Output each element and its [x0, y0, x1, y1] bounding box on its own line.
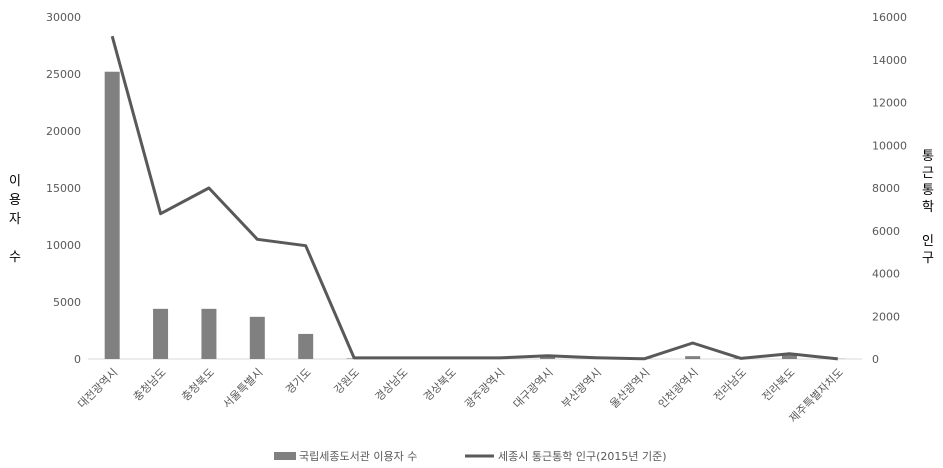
left-tick-label: 30000 — [46, 11, 81, 24]
right-tick-label: 2000 — [872, 310, 900, 323]
left-tick-label: 25000 — [46, 68, 81, 81]
bar — [298, 333, 314, 359]
category-label: 서울특별시 — [220, 366, 265, 411]
bar-series — [104, 71, 846, 359]
left-tick-label: 10000 — [46, 239, 81, 252]
left-tick-label: 0 — [74, 353, 81, 366]
bar — [249, 316, 265, 359]
bar — [201, 308, 217, 359]
category-label: 인천광역시 — [655, 365, 701, 411]
category-label: 경상남도 — [373, 366, 411, 404]
right-axis-ticks: 0 2000 4000 6000 8000 10000 12000 14000 16000 — [872, 11, 907, 366]
category-label: 충청북도 — [179, 366, 217, 404]
left-tick-label: 15000 — [46, 182, 81, 195]
category-label: 부산광역시 — [559, 366, 604, 411]
legend-bar-label: 국립세종도서관 이용자 수 — [299, 450, 417, 463]
left-axis-ticks: 0 5000 10000 15000 20000 25000 30000 — [46, 11, 81, 366]
category-label: 충청남도 — [131, 366, 169, 404]
category-label: 대전광역시 — [75, 366, 120, 411]
bar — [104, 71, 120, 359]
bar — [781, 354, 797, 359]
category-label: 전라남도 — [711, 366, 749, 404]
right-tick-label: 6000 — [872, 225, 900, 238]
left-tick-label: 5000 — [53, 296, 81, 309]
bar — [685, 356, 701, 359]
category-labels: 대전광역시 충청남도 충청북도 서울특별시 경기도 강원도 경상남도 경상북도 광주광역시 대구광… — [75, 365, 846, 425]
right-tick-label: 12000 — [872, 97, 907, 110]
right-tick-label: 4000 — [872, 268, 900, 281]
category-label: 광주광역시 — [462, 366, 507, 411]
legend: 국립세종도서관 이용자 수 세종시 통근통학 인구(2015년 기준) — [274, 450, 667, 463]
legend-bar-swatch — [274, 452, 296, 460]
right-tick-label: 10000 — [872, 139, 907, 152]
category-label: 전라북도 — [760, 366, 798, 404]
category-label: 강원도 — [332, 366, 363, 397]
category-label: 대구광역시 — [511, 366, 556, 411]
right-tick-label: 0 — [872, 353, 879, 366]
right-tick-label: 14000 — [872, 54, 907, 67]
right-tick-label: 8000 — [872, 182, 900, 195]
left-tick-label: 20000 — [46, 125, 81, 138]
category-label: 울산광역시 — [607, 366, 652, 411]
legend-line-label: 세종시 통근통학 인구(2015년 기준) — [498, 450, 667, 463]
right-tick-label: 16000 — [872, 11, 907, 24]
category-label: 경상북도 — [421, 366, 459, 404]
category-label: 경기도 — [283, 366, 314, 397]
bar — [153, 308, 169, 359]
series-line — [110, 35, 838, 361]
line-series — [110, 35, 838, 361]
